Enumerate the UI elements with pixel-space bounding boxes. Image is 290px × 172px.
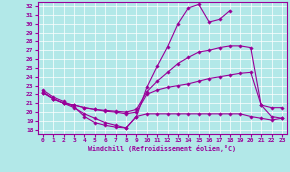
X-axis label: Windchill (Refroidissement éolien,°C): Windchill (Refroidissement éolien,°C) bbox=[88, 145, 236, 152]
